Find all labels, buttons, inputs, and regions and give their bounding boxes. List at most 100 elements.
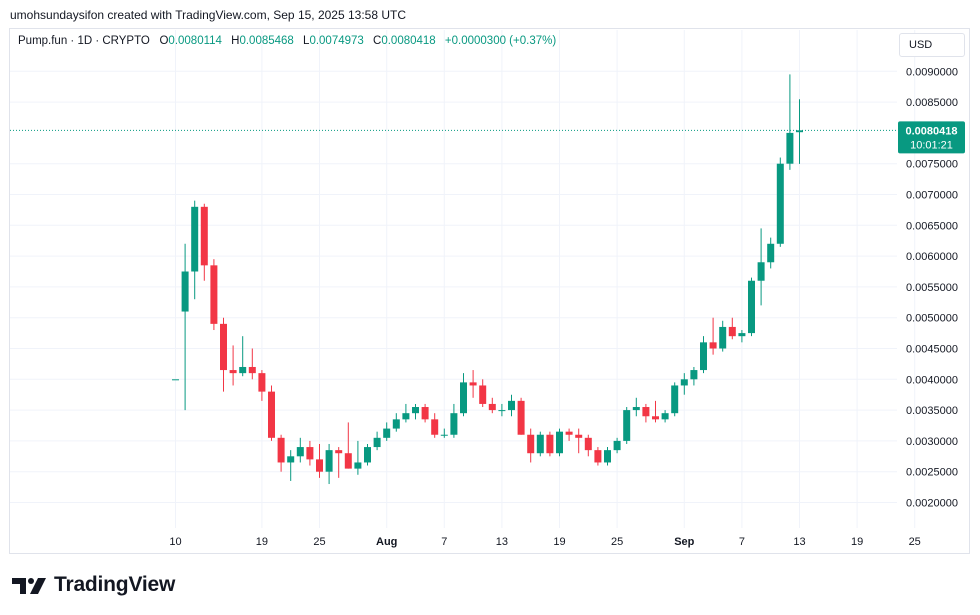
tradingview-brand[interactable]: TradingView: [12, 572, 175, 598]
candle-up: [748, 280, 755, 334]
y-tick-label: 0.0065000: [906, 220, 958, 232]
candle-down: [517, 400, 525, 435]
candle-up: [508, 400, 515, 411]
candle-down: [431, 419, 439, 435]
open-value: 0.0080114: [168, 35, 222, 47]
candle-up: [287, 456, 295, 463]
candle-up: [623, 410, 631, 441]
candle-down: [642, 407, 650, 417]
candle-down: [575, 434, 583, 438]
candle-up: [402, 413, 410, 420]
x-tick-label: 13: [496, 536, 508, 548]
candle-up: [450, 413, 458, 435]
tradingview-logo-icon: [12, 578, 46, 594]
currency-selector[interactable]: USD: [899, 33, 965, 57]
candle-up: [440, 434, 448, 436]
y-tick-label: 0.0090000: [906, 66, 958, 78]
x-tick-label: Sep: [674, 536, 694, 548]
candle-down: [527, 434, 535, 454]
candle-down: [584, 437, 592, 451]
candle-up: [556, 431, 563, 454]
candle-up: [700, 342, 707, 371]
candle-up: [671, 385, 679, 414]
x-tick-label: 19: [553, 536, 565, 548]
candle-up: [296, 447, 304, 457]
candle-down: [277, 437, 285, 463]
y-tick-label: 0.0020000: [906, 498, 958, 510]
candle-up: [373, 437, 381, 448]
candle-down: [479, 385, 487, 404]
y-tick-label: 0.0055000: [906, 282, 958, 294]
candle-down: [594, 450, 602, 463]
candle-down: [306, 447, 314, 460]
y-tick-label: 0.0085000: [906, 97, 958, 109]
y-tick-label: 0.0075000: [906, 159, 958, 171]
candle-up: [680, 379, 688, 386]
candle-up: [181, 271, 189, 312]
y-tick-label: 0.0040000: [906, 374, 958, 386]
candle-down: [488, 403, 496, 411]
candle-down: [728, 326, 736, 337]
candle-down: [652, 416, 659, 420]
candle-up: [776, 163, 784, 244]
close-label: C: [373, 35, 382, 47]
y-tick-label: 0.0070000: [906, 190, 958, 202]
candle-up: [690, 370, 698, 380]
candle-up: [719, 326, 727, 349]
candle-down: [220, 323, 227, 371]
change-value: +0.0000300 (+0.37%): [444, 35, 557, 47]
y-tick-label: 0.0025000: [906, 467, 958, 479]
candle-up: [460, 382, 467, 414]
candle-down: [344, 453, 352, 469]
y-tick-label: 0.0060000: [906, 251, 958, 263]
x-tick-label: 7: [739, 536, 745, 548]
x-tick-label: Aug: [376, 536, 397, 548]
symbol-label: Pump.fun · 1D · CRYPTO: [18, 35, 150, 47]
tradingview-wordmark: TradingView: [54, 573, 176, 596]
candle-up: [412, 407, 419, 414]
candle-up: [364, 447, 371, 463]
candle-up: [767, 243, 775, 263]
high-label: H: [231, 35, 240, 47]
candle-down: [335, 450, 343, 454]
low-value: 0.0074973: [309, 35, 364, 47]
candle-up: [536, 434, 544, 454]
candle-down: [248, 366, 256, 374]
candle-up: [172, 379, 179, 381]
candle-up: [239, 366, 247, 374]
candle-down: [565, 431, 573, 435]
candle-up: [498, 410, 506, 412]
x-tick-label: 10: [169, 536, 181, 548]
candle-down: [421, 407, 429, 420]
candle-up: [325, 450, 333, 472]
candle-up: [613, 440, 621, 451]
candle-down: [316, 459, 323, 472]
candle-down: [546, 434, 554, 454]
candle-up: [383, 428, 391, 438]
candle-up: [604, 450, 611, 463]
candle-down: [709, 342, 717, 349]
bar-countdown: 10:01:21: [910, 139, 953, 151]
x-tick-label: 19: [256, 536, 268, 548]
open-label: O: [159, 35, 169, 47]
y-tick-label: 0.0050000: [906, 313, 958, 325]
candle-up: [661, 413, 669, 420]
candle-down: [258, 373, 266, 392]
candle-up: [354, 462, 362, 469]
x-tick-label: 25: [313, 536, 325, 548]
x-tick-label: 25: [611, 536, 623, 548]
y-tick-label: 0.0035000: [906, 405, 958, 417]
candle-up: [738, 333, 746, 337]
chart-caption: umohsundaysifon created with TradingView…: [10, 8, 407, 22]
ohlc-legend: Pump.fun · 1D · CRYPTO O0.0080114 H0.008…: [18, 35, 562, 47]
chart-frame: [9, 28, 970, 554]
candle-up: [191, 206, 199, 272]
x-tick-label: 19: [851, 536, 863, 548]
last-price-tag: [898, 121, 965, 154]
candle-up: [632, 407, 640, 411]
high-value: 0.0085468: [239, 35, 294, 47]
candle-down: [200, 206, 208, 266]
low-label: L: [303, 35, 310, 47]
candle-up: [796, 130, 803, 133]
